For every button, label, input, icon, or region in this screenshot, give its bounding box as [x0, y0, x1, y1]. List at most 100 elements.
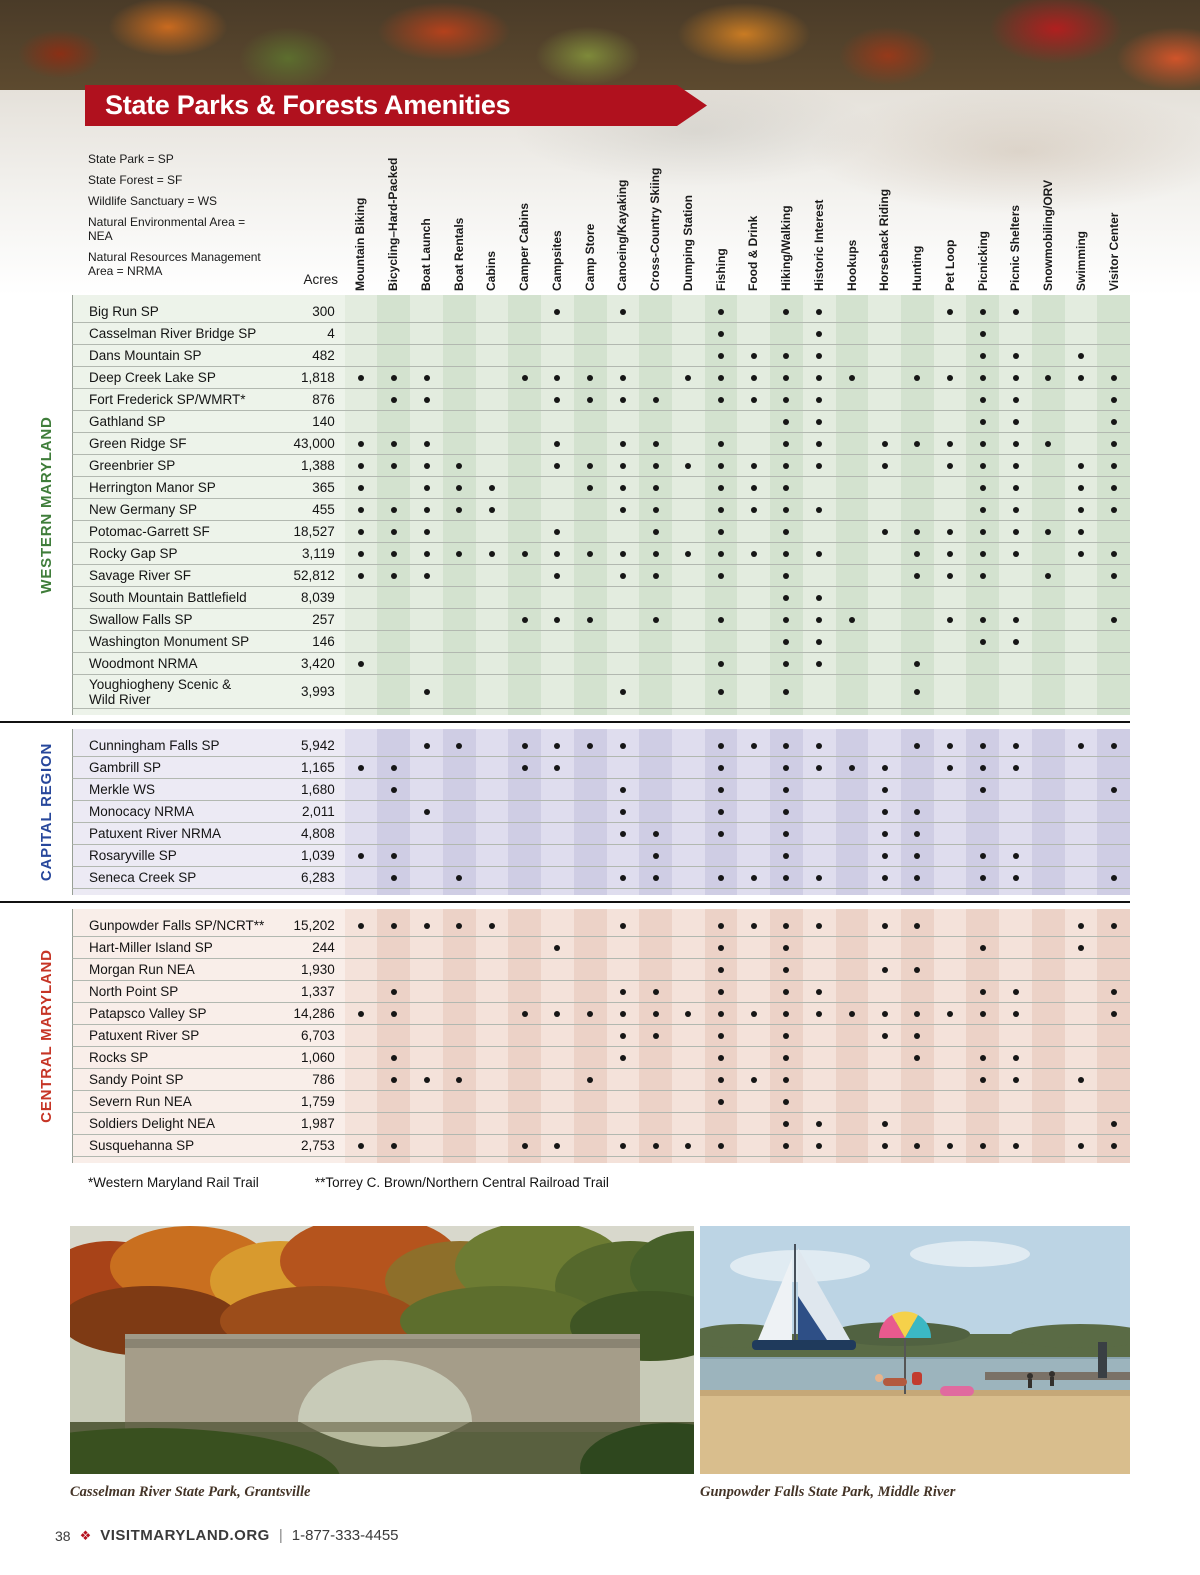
amenity-dot: [652, 1032, 659, 1039]
amenity-cell: [737, 367, 771, 388]
park-name: [73, 295, 273, 301]
amenity-cell: [377, 757, 411, 778]
amenity-dot: [685, 1142, 692, 1149]
amenity-cell: [377, 867, 411, 888]
amenity-dot: [1110, 506, 1117, 513]
amenity-dot: [947, 616, 954, 623]
amenity-cell: [1064, 345, 1098, 366]
amenity-dot: [914, 852, 921, 859]
amenity-dot: [652, 484, 659, 491]
amenity-dot: [423, 462, 430, 469]
amenity-dot: [979, 572, 986, 579]
amenity-cell: [639, 959, 672, 980]
amenity-cell: [835, 801, 869, 822]
amenity-dot: [1012, 1054, 1019, 1061]
amenity-cell: [1064, 499, 1098, 520]
amenity-cell: [541, 915, 574, 936]
amenity-dot: [358, 660, 365, 667]
column-header: Picnicking: [975, 230, 990, 291]
column-header: Snowmobiling/ORV: [1041, 179, 1056, 291]
amenity-cell: [410, 845, 443, 866]
amenity-dot: [718, 830, 725, 837]
amenity-dot: [848, 616, 855, 623]
amenity-cell: [344, 1135, 378, 1156]
amenity-cell: [639, 565, 672, 586]
amenity-dot: [390, 1142, 397, 1149]
amenity-cell: [770, 411, 803, 432]
amenity-cell: [573, 1135, 607, 1156]
amenity-cell: [900, 867, 934, 888]
amenity-cell: [639, 675, 672, 708]
amenity-cell: [1064, 675, 1098, 708]
amenity-dot: [1045, 528, 1052, 535]
amenity-cell: [868, 937, 901, 958]
amenity-dot: [521, 1010, 528, 1017]
park-name: New Germany SP: [73, 499, 273, 520]
amenity-cell: [966, 543, 1000, 564]
amenity-cell: [671, 455, 705, 476]
amenity-dot: [652, 852, 659, 859]
amenity-cell: [377, 915, 411, 936]
amenity-cell: [671, 499, 705, 520]
amenity-cell: [1064, 1069, 1098, 1090]
amenity-cell: [639, 1113, 672, 1134]
amenity-cell: [606, 631, 640, 652]
amenity-cell: [900, 433, 934, 454]
amenity-dot: [947, 764, 954, 771]
amenity-cell: [410, 1113, 443, 1134]
amenity-cell: [541, 411, 574, 432]
amenity-dot: [979, 308, 986, 315]
amenity-cell: [541, 1069, 574, 1090]
amenity-dot: [914, 688, 921, 695]
amenity-dot: [881, 852, 888, 859]
amenity-cell: [344, 345, 378, 366]
amenity-dot: [816, 396, 823, 403]
amenity-cell: [737, 499, 771, 520]
amenity-cell: [704, 757, 738, 778]
amenity-cell: [475, 981, 509, 1002]
amenity-dot: [619, 462, 626, 469]
column-header: Visitor Center: [1106, 212, 1121, 291]
park-acres: 1,930: [272, 959, 345, 980]
amenity-dot: [816, 1010, 823, 1017]
amenity-dot: [1110, 440, 1117, 447]
amenity-dot: [390, 462, 397, 469]
amenity-dot: [619, 742, 626, 749]
amenity-cell: [671, 1113, 705, 1134]
amenity-dot: [783, 742, 790, 749]
amenity-dot: [718, 966, 725, 973]
amenity-cell: [704, 367, 738, 388]
amenity-cell: [737, 729, 771, 735]
amenity-cell: [868, 587, 901, 608]
amenity-cell: [606, 301, 640, 322]
amenity-cell: [999, 455, 1032, 476]
amenity-cell: [1064, 323, 1098, 344]
amenity-cell: [770, 631, 803, 652]
amenity-cell: [770, 301, 803, 322]
amenity-cell: [541, 499, 574, 520]
amenity-cell: [999, 631, 1032, 652]
amenity-cell: [1064, 521, 1098, 542]
amenity-cell: [966, 937, 1000, 958]
amenity-cell: [966, 609, 1000, 630]
amenity-cell: [671, 1025, 705, 1046]
amenity-cell: [442, 779, 476, 800]
amenity-cell: [966, 367, 1000, 388]
amenity-cell: [541, 1157, 574, 1163]
section-padding: [72, 709, 1131, 715]
amenity-dot: [979, 764, 986, 771]
amenity-cell: [900, 845, 934, 866]
amenity-dot: [619, 396, 626, 403]
amenity-cell: [933, 1069, 967, 1090]
amenity-cell: [508, 729, 542, 735]
amenity-cell: [573, 845, 607, 866]
amenity-dot: [1012, 764, 1019, 771]
amenity-cell: [475, 301, 509, 322]
park-acres: 3,420: [272, 653, 345, 674]
amenity-cell: [770, 587, 803, 608]
amenity-cell: [802, 1047, 836, 1068]
amenity-cell: [639, 801, 672, 822]
amenity-cell: [933, 729, 967, 735]
table-row: Herrington Manor SP 365: [72, 477, 1131, 499]
amenity-cell: [737, 1047, 771, 1068]
